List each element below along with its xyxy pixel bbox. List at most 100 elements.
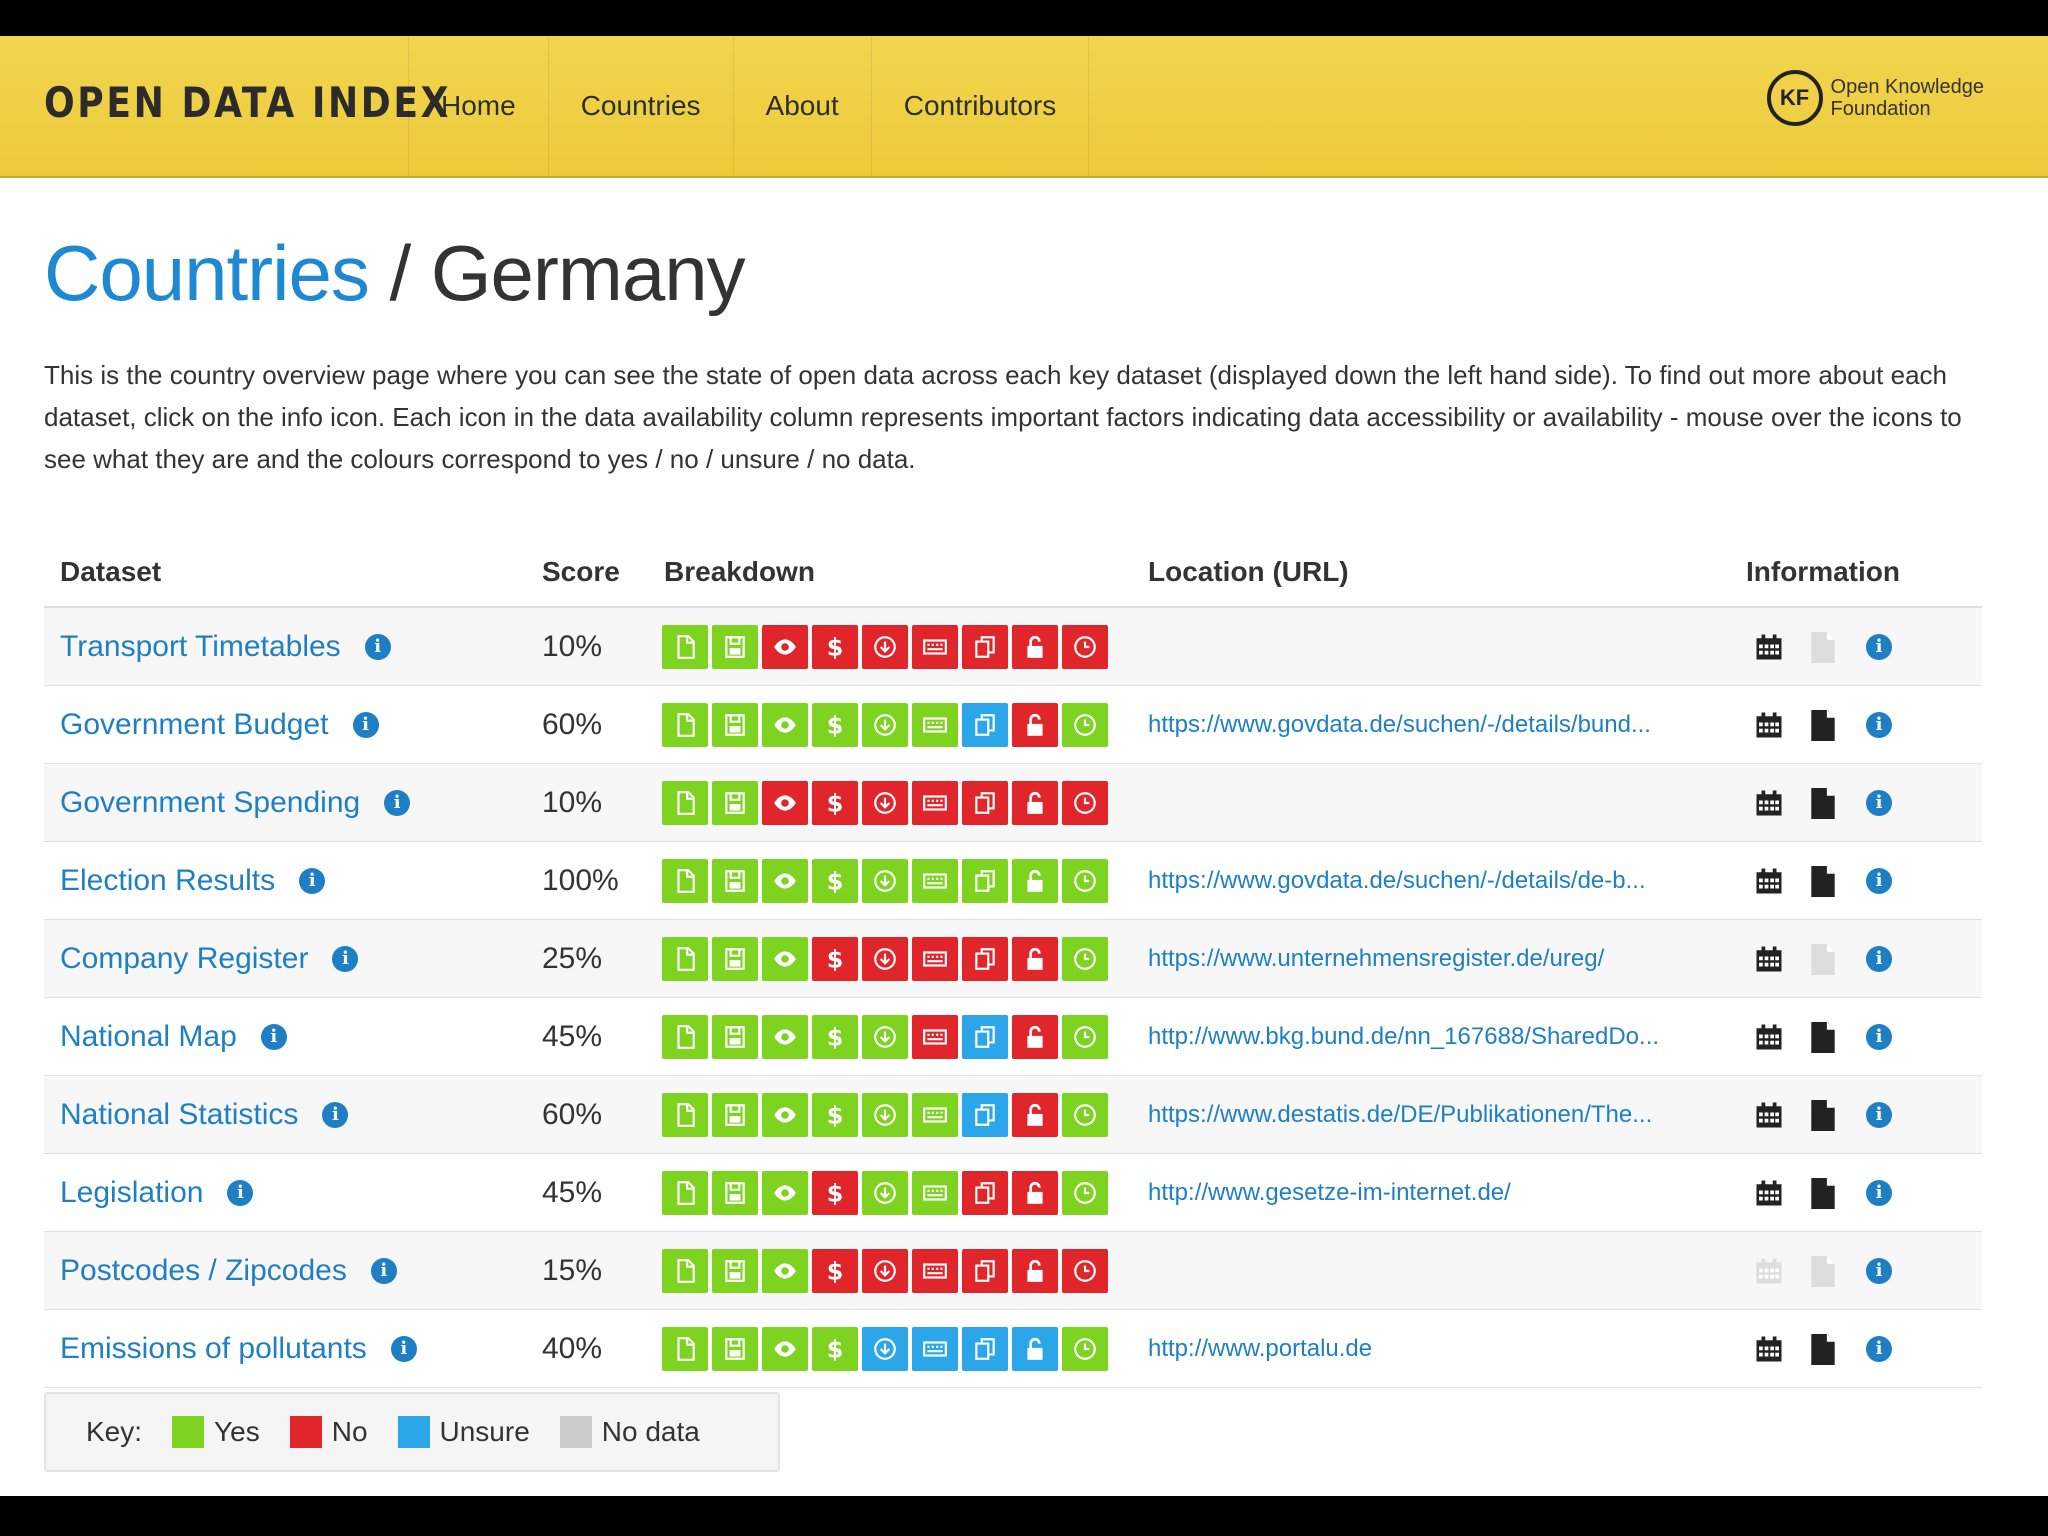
document-icon[interactable] bbox=[1810, 787, 1836, 819]
dollar-icon[interactable]: $ bbox=[812, 624, 858, 669]
location-url-link[interactable]: http://www.gesetze-im-internet.de/ bbox=[1148, 1178, 1511, 1206]
copy-icon[interactable] bbox=[962, 624, 1008, 669]
download-icon[interactable] bbox=[862, 1014, 908, 1059]
save-icon[interactable] bbox=[712, 780, 758, 825]
unlock-icon[interactable] bbox=[1012, 1170, 1058, 1215]
dollar-icon[interactable]: $ bbox=[812, 1326, 858, 1371]
doc-icon[interactable] bbox=[662, 1170, 708, 1215]
location-url-link[interactable]: https://www.destatis.de/DE/Publikationen… bbox=[1148, 1100, 1653, 1128]
copy-icon[interactable] bbox=[962, 1092, 1008, 1137]
document-icon[interactable] bbox=[1810, 943, 1836, 975]
document-icon[interactable] bbox=[1810, 865, 1836, 897]
clock-icon[interactable] bbox=[1062, 1248, 1108, 1293]
copy-icon[interactable] bbox=[962, 858, 1008, 903]
copy-icon[interactable] bbox=[962, 1326, 1008, 1371]
brand-logo[interactable]: OPEN DATA INDEX bbox=[44, 78, 452, 127]
keyboard-icon[interactable] bbox=[912, 858, 958, 903]
info-icon[interactable]: i bbox=[1866, 1335, 1892, 1362]
save-icon[interactable] bbox=[712, 1092, 758, 1137]
save-icon[interactable] bbox=[712, 1326, 758, 1371]
clock-icon[interactable] bbox=[1062, 780, 1108, 825]
download-icon[interactable] bbox=[862, 702, 908, 747]
copy-icon[interactable] bbox=[962, 1170, 1008, 1215]
document-icon[interactable] bbox=[1810, 631, 1836, 663]
info-icon[interactable]: i bbox=[1866, 1023, 1892, 1050]
calendar-icon[interactable] bbox=[1754, 788, 1784, 818]
copy-icon[interactable] bbox=[962, 936, 1008, 981]
calendar-icon[interactable] bbox=[1754, 1022, 1784, 1052]
save-icon[interactable] bbox=[712, 624, 758, 669]
breadcrumb-countries[interactable]: Countries bbox=[44, 229, 370, 317]
dollar-icon[interactable]: $ bbox=[812, 1248, 858, 1293]
unlock-icon[interactable] bbox=[1012, 1248, 1058, 1293]
info-icon[interactable]: i bbox=[1866, 945, 1892, 972]
location-url-link[interactable]: https://www.unternehmensregister.de/ureg… bbox=[1148, 944, 1605, 972]
keyboard-icon[interactable] bbox=[912, 1092, 958, 1137]
document-icon[interactable] bbox=[1810, 1333, 1836, 1365]
keyboard-icon[interactable] bbox=[912, 702, 958, 747]
clock-icon[interactable] bbox=[1062, 624, 1108, 669]
unlock-icon[interactable] bbox=[1012, 858, 1058, 903]
dataset-link[interactable]: Company Register bbox=[60, 941, 309, 975]
clock-icon[interactable] bbox=[1062, 1014, 1108, 1059]
document-icon[interactable] bbox=[1810, 1099, 1836, 1131]
doc-icon[interactable] bbox=[662, 1248, 708, 1293]
dataset-info-icon[interactable]: i bbox=[384, 789, 411, 816]
unlock-icon[interactable] bbox=[1012, 936, 1058, 981]
dataset-info-icon[interactable]: i bbox=[322, 1101, 349, 1128]
keyboard-icon[interactable] bbox=[912, 936, 958, 981]
clock-icon[interactable] bbox=[1062, 936, 1108, 981]
nav-countries[interactable]: Countries bbox=[547, 36, 733, 176]
keyboard-icon[interactable] bbox=[912, 1170, 958, 1215]
info-icon[interactable]: i bbox=[1866, 633, 1892, 660]
copy-icon[interactable] bbox=[962, 1014, 1008, 1059]
eye-icon[interactable] bbox=[762, 858, 808, 903]
nav-home[interactable]: Home bbox=[408, 36, 548, 176]
doc-icon[interactable] bbox=[662, 624, 708, 669]
calendar-icon[interactable] bbox=[1754, 1178, 1784, 1208]
download-icon[interactable] bbox=[862, 936, 908, 981]
okf-logo-link[interactable]: KF Open Knowledge Foundation bbox=[1766, 70, 1984, 126]
download-icon[interactable] bbox=[862, 1170, 908, 1215]
dataset-info-icon[interactable]: i bbox=[370, 1257, 397, 1284]
unlock-icon[interactable] bbox=[1012, 780, 1058, 825]
dataset-info-icon[interactable]: i bbox=[227, 1179, 254, 1206]
clock-icon[interactable] bbox=[1062, 1170, 1108, 1215]
keyboard-icon[interactable] bbox=[912, 780, 958, 825]
unlock-icon[interactable] bbox=[1012, 624, 1058, 669]
eye-icon[interactable] bbox=[762, 1014, 808, 1059]
eye-icon[interactable] bbox=[762, 936, 808, 981]
save-icon[interactable] bbox=[712, 702, 758, 747]
doc-icon[interactable] bbox=[662, 858, 708, 903]
eye-icon[interactable] bbox=[762, 624, 808, 669]
doc-icon[interactable] bbox=[662, 1326, 708, 1371]
clock-icon[interactable] bbox=[1062, 858, 1108, 903]
copy-icon[interactable] bbox=[962, 1248, 1008, 1293]
save-icon[interactable] bbox=[712, 1014, 758, 1059]
document-icon[interactable] bbox=[1810, 1177, 1836, 1209]
dataset-link[interactable]: Postcodes / Zipcodes bbox=[60, 1253, 347, 1287]
download-icon[interactable] bbox=[862, 624, 908, 669]
save-icon[interactable] bbox=[712, 858, 758, 903]
info-icon[interactable]: i bbox=[1866, 867, 1892, 894]
copy-icon[interactable] bbox=[962, 702, 1008, 747]
doc-icon[interactable] bbox=[662, 1014, 708, 1059]
eye-icon[interactable] bbox=[762, 1326, 808, 1371]
calendar-icon[interactable] bbox=[1754, 944, 1784, 974]
info-icon[interactable]: i bbox=[1866, 789, 1892, 816]
document-icon[interactable] bbox=[1810, 709, 1836, 741]
unlock-icon[interactable] bbox=[1012, 1326, 1058, 1371]
dollar-icon[interactable]: $ bbox=[812, 1170, 858, 1215]
download-icon[interactable] bbox=[862, 1248, 908, 1293]
eye-icon[interactable] bbox=[762, 780, 808, 825]
calendar-icon[interactable] bbox=[1754, 632, 1784, 662]
save-icon[interactable] bbox=[712, 1170, 758, 1215]
dataset-link[interactable]: National Statistics bbox=[60, 1097, 299, 1131]
unlock-icon[interactable] bbox=[1012, 702, 1058, 747]
clock-icon[interactable] bbox=[1062, 1326, 1108, 1371]
info-icon[interactable]: i bbox=[1866, 1179, 1892, 1206]
dataset-info-icon[interactable]: i bbox=[352, 711, 379, 738]
location-url-link[interactable]: http://www.portalu.de bbox=[1148, 1334, 1373, 1362]
dollar-icon[interactable]: $ bbox=[812, 1014, 858, 1059]
dollar-icon[interactable]: $ bbox=[812, 1092, 858, 1137]
